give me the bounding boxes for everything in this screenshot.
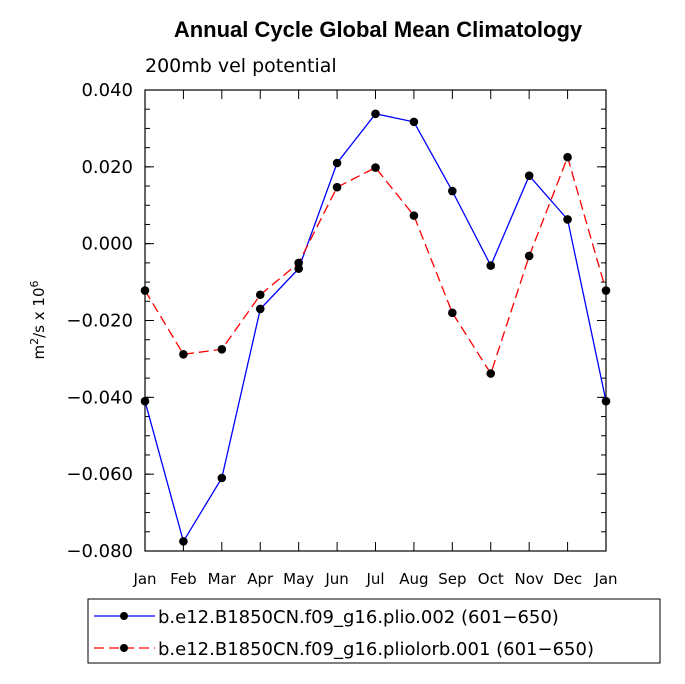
data-point bbox=[448, 186, 457, 196]
x-tick-label: Aug bbox=[399, 570, 428, 588]
data-point bbox=[140, 286, 150, 295]
y-tick-label: −0.040 bbox=[66, 387, 133, 408]
data-point bbox=[524, 171, 534, 180]
data-point bbox=[332, 182, 342, 192]
x-tick-label: Apr bbox=[247, 570, 274, 588]
y-tick-label: −0.020 bbox=[66, 311, 133, 332]
y-tick-label: 0.020 bbox=[81, 157, 133, 178]
x-tick-label: Jun bbox=[324, 570, 348, 588]
data-point bbox=[217, 473, 227, 483]
data-point bbox=[563, 152, 572, 162]
x-tick-label: Mar bbox=[208, 570, 237, 588]
legend-box bbox=[87, 598, 661, 664]
x-tick-label: Oct bbox=[478, 570, 504, 588]
data-point bbox=[179, 537, 188, 546]
data-point bbox=[409, 211, 419, 220]
y-axis-label-unit: m bbox=[30, 345, 48, 360]
data-point bbox=[255, 290, 265, 300]
data-point bbox=[486, 369, 496, 378]
y-tick-label: −0.080 bbox=[66, 541, 133, 562]
x-tick-label: Jan bbox=[593, 570, 617, 588]
y-tick-label: 0.040 bbox=[81, 80, 133, 101]
chart-subtitle: 200mb vel potential bbox=[145, 55, 337, 77]
x-tick-label: Feb bbox=[170, 570, 197, 588]
data-point bbox=[601, 396, 611, 406]
y-axis-label-exp1: 2 bbox=[28, 338, 41, 345]
data-point bbox=[294, 258, 303, 268]
data-point bbox=[601, 286, 611, 295]
y-axis-label: m2/s x 106 bbox=[28, 281, 48, 360]
x-tick-label: Jan bbox=[132, 570, 156, 588]
series-layer bbox=[140, 109, 611, 546]
data-point bbox=[448, 308, 457, 318]
axes: −0.080 −0.060 −0.040 −0.020 0.000 0.020 0.040 J… bbox=[66, 80, 617, 588]
data-point bbox=[486, 261, 496, 270]
data-point bbox=[255, 304, 265, 314]
data-point bbox=[371, 109, 380, 119]
data-point bbox=[409, 117, 419, 127]
data-point bbox=[217, 345, 227, 354]
x-tick-label: Nov bbox=[515, 570, 544, 588]
data-point bbox=[371, 163, 380, 172]
series-line-2 bbox=[144, 155, 607, 376]
x-tick-label: Dec bbox=[553, 570, 582, 588]
data-point bbox=[332, 158, 342, 168]
data-point bbox=[179, 350, 188, 359]
x-tick-label: May bbox=[283, 570, 314, 588]
plot-frame bbox=[144, 89, 607, 552]
legend-marker-series-1 bbox=[120, 612, 128, 620]
x-tick-label: Jul bbox=[365, 570, 384, 588]
legend-marker-series-2 bbox=[120, 644, 128, 652]
series-line-1 bbox=[144, 113, 607, 544]
y-axis-label-mid: /s x 10 bbox=[30, 288, 48, 338]
y-tick-label: 0.000 bbox=[81, 234, 133, 255]
data-point bbox=[140, 396, 150, 406]
chart-title: Annual Cycle Global Mean Climatology bbox=[174, 17, 583, 42]
legend: b.e12.B1850CN.f09_g16.plio.002 (601−650)… bbox=[87, 598, 661, 664]
y-axis-label-exp2: 6 bbox=[28, 281, 41, 288]
legend-label-series-2: b.e12.B1850CN.f09_g16.pliolorb.001 (601−… bbox=[158, 639, 594, 660]
x-tick-label: Sep bbox=[438, 570, 466, 588]
data-point bbox=[524, 251, 534, 261]
data-point bbox=[563, 215, 572, 224]
legend-label-series-1: b.e12.B1850CN.f09_g16.plio.002 (601−650) bbox=[158, 607, 559, 628]
y-tick-label: −0.060 bbox=[66, 464, 133, 485]
